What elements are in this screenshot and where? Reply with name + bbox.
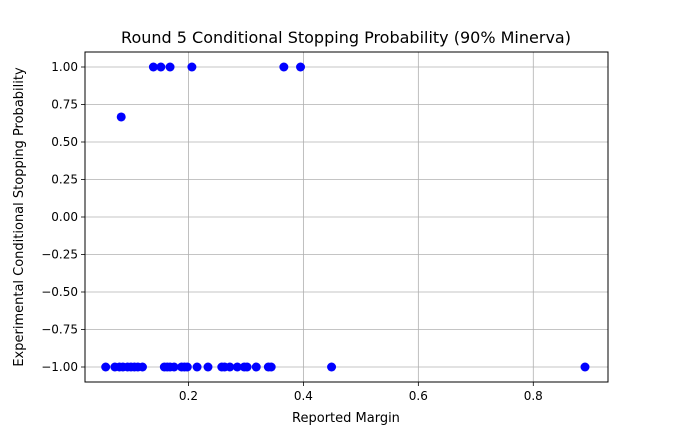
x-axis-ticks: 0.2 0.4 0.6 0.8	[179, 382, 543, 403]
data-point	[232, 362, 242, 372]
x-tick-label: 0.8	[524, 389, 543, 403]
y-axis-label: Experimental Conditional Stopping Probab…	[12, 67, 27, 367]
y-tick-label: 0.25	[51, 173, 78, 187]
y-tick-label: 0.50	[51, 135, 78, 149]
data-point	[169, 362, 179, 372]
data-point	[251, 362, 261, 372]
y-axis-ticks: 1.00 0.75 0.50 0.25 0.00 −0.25 −0.50 −0.75 −1.00	[41, 60, 85, 374]
data-point	[182, 362, 192, 372]
data-point	[101, 362, 111, 372]
data-point	[225, 362, 235, 372]
data-point	[580, 362, 590, 372]
grid-lines	[85, 52, 608, 382]
y-tick-label: −0.25	[41, 248, 78, 262]
y-tick-label: −0.50	[41, 285, 78, 299]
chart-title: Round 5 Conditional Stopping Probability…	[121, 28, 571, 47]
data-point	[327, 362, 337, 372]
data-point	[203, 362, 213, 372]
y-tick-label: 1.00	[51, 60, 78, 74]
y-tick-label: −0.75	[41, 323, 78, 337]
data-point	[266, 362, 276, 372]
x-axis-label: Reported Margin	[292, 411, 400, 426]
data-point	[279, 62, 289, 72]
data-points	[101, 62, 590, 372]
data-point	[296, 62, 306, 72]
data-point	[165, 62, 175, 72]
x-tick-label: 0.6	[409, 389, 428, 403]
data-point	[242, 362, 252, 372]
data-point	[148, 62, 158, 72]
x-tick-label: 0.2	[179, 389, 198, 403]
data-point	[116, 112, 126, 122]
x-tick-label: 0.4	[294, 389, 313, 403]
data-point	[192, 362, 202, 372]
data-point	[137, 362, 147, 372]
y-tick-label: 0.00	[51, 210, 78, 224]
data-point	[156, 62, 166, 72]
y-tick-label: −1.00	[41, 360, 78, 374]
y-tick-label: 0.75	[51, 98, 78, 112]
data-point	[187, 62, 197, 72]
